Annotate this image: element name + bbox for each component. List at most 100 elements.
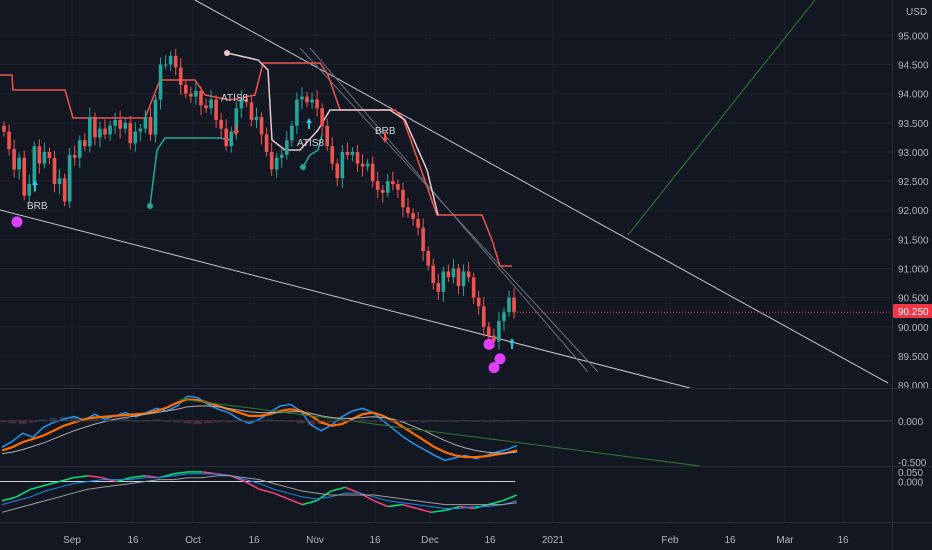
candle[interactable] [22,157,26,196]
candle[interactable] [360,163,365,167]
candle[interactable] [497,320,501,342]
candle[interactable] [461,271,466,287]
candle[interactable] [451,268,456,278]
candle[interactable] [27,184,32,196]
candle[interactable] [17,157,21,170]
candle[interactable] [123,122,127,129]
candle[interactable] [189,93,193,97]
candle[interactable] [380,189,385,193]
candle[interactable] [168,55,173,65]
candle[interactable] [386,181,390,193]
candle[interactable] [471,277,476,298]
candle[interactable] [214,99,218,120]
candle[interactable] [42,151,47,164]
candle[interactable] [416,218,420,228]
candle[interactable] [487,326,491,336]
candle[interactable] [446,271,451,278]
candle[interactable] [365,163,370,167]
candle[interactable] [93,116,97,138]
candle[interactable] [456,268,461,287]
candle[interactable] [512,297,516,313]
candle[interactable] [285,140,289,155]
candle[interactable] [158,64,163,100]
candle[interactable] [163,64,168,66]
candle[interactable] [118,119,122,129]
candle[interactable] [300,96,304,100]
candle[interactable] [254,116,259,120]
candle[interactable] [249,102,254,120]
candle[interactable] [133,131,138,144]
oscillator-pane[interactable] [0,471,518,514]
macd-pane[interactable] [0,395,892,467]
candle[interactable] [320,108,324,126]
candle[interactable] [37,146,42,164]
candle[interactable] [194,90,198,97]
candle[interactable] [62,178,67,202]
candle[interactable] [229,131,234,147]
candle[interactable] [401,189,405,208]
candle[interactable] [244,99,249,103]
candle[interactable] [396,184,400,190]
candle[interactable] [184,84,188,94]
candle[interactable] [507,297,511,313]
candle[interactable] [264,134,269,152]
candle[interactable] [113,119,117,126]
candle[interactable] [173,55,178,68]
candle[interactable] [431,265,436,284]
candle[interactable] [224,128,228,147]
candle[interactable] [7,131,11,150]
candle[interactable] [295,99,299,126]
candle[interactable] [153,99,158,135]
candle[interactable] [476,297,481,307]
candle[interactable] [305,96,309,103]
candle[interactable] [421,227,425,252]
candle[interactable] [12,149,16,170]
candle[interactable] [108,125,112,135]
candle[interactable] [52,157,57,185]
candle[interactable] [239,99,244,109]
candle[interactable] [259,116,264,135]
candle[interactable] [411,213,415,219]
candle[interactable] [436,283,441,292]
candle[interactable] [391,181,395,185]
candle[interactable] [279,154,284,158]
candle[interactable] [98,128,102,138]
candle[interactable] [481,306,486,327]
candle[interactable] [72,154,77,158]
candle[interactable] [32,146,37,185]
candle[interactable] [274,157,279,170]
candle[interactable] [406,207,410,214]
candle[interactable] [209,99,213,109]
candle[interactable] [103,128,107,135]
candle[interactable] [67,154,72,202]
candle[interactable] [330,146,335,164]
candle[interactable] [290,125,294,141]
candle[interactable] [2,125,6,132]
candle[interactable] [219,119,223,129]
candle[interactable] [47,151,52,158]
candle[interactable] [57,178,62,185]
candle[interactable] [310,99,314,103]
candle[interactable] [370,163,375,182]
candle[interactable] [375,181,380,190]
candle[interactable] [466,271,471,278]
candle[interactable] [199,90,203,106]
candle[interactable] [148,116,153,135]
candle[interactable] [234,108,239,132]
candle[interactable] [143,116,148,129]
candle[interactable] [269,151,274,170]
candle[interactable] [426,251,430,266]
candle[interactable] [340,151,345,179]
candle[interactable] [502,312,506,321]
candle[interactable] [128,122,133,144]
candle[interactable] [355,151,360,164]
candle[interactable] [138,128,143,132]
candle[interactable] [335,163,340,179]
candle[interactable] [345,151,350,155]
candle[interactable] [325,125,329,147]
candle[interactable] [178,67,183,85]
candle[interactable] [83,140,87,147]
candle[interactable] [88,116,92,147]
candle[interactable] [350,151,355,155]
